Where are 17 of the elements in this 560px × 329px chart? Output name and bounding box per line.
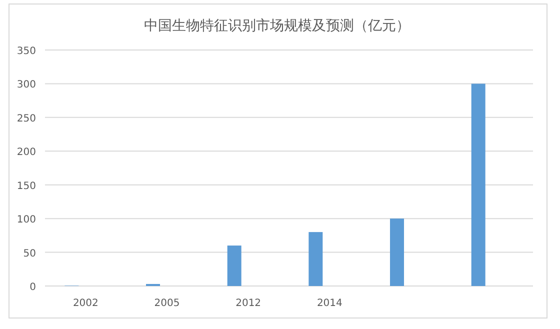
x-tick-label: 2014 <box>316 298 342 309</box>
bar <box>390 218 404 286</box>
y-tick-label: 200 <box>16 147 36 158</box>
chart-title: 中国生物特征识别市场规模及预测（亿元） <box>144 18 410 34</box>
x-tick-label: 2012 <box>236 298 262 309</box>
x-tick-label: 2002 <box>72 298 98 309</box>
y-tick-label: 0 <box>30 282 36 293</box>
y-tick-label: 300 <box>16 80 36 91</box>
y-tick-label: 250 <box>16 113 36 124</box>
bar <box>471 84 486 286</box>
y-tick-label: 150 <box>16 180 36 192</box>
y-tick-label: 50 <box>23 248 36 260</box>
y-tick-label: 350 <box>16 46 36 57</box>
bar <box>227 246 242 286</box>
x-tick-label: 2005 <box>154 298 180 309</box>
bar <box>308 232 323 286</box>
y-tick-label: 100 <box>16 214 36 226</box>
